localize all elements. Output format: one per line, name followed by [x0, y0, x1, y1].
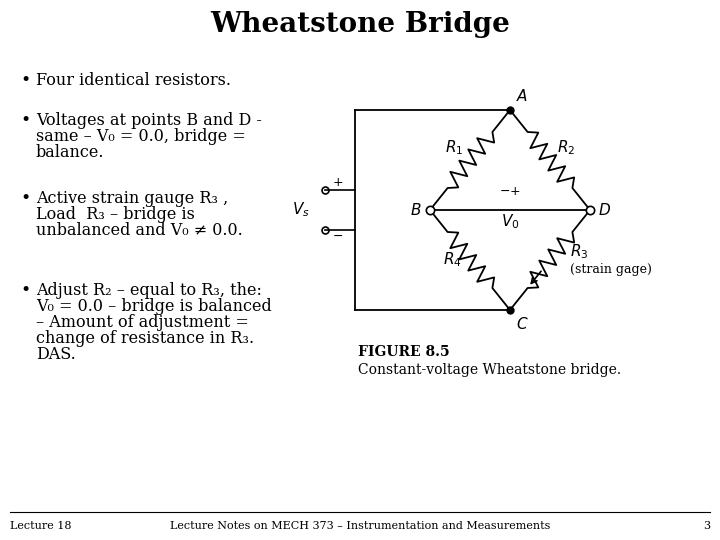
Text: Constant-voltage Wheatstone bridge.: Constant-voltage Wheatstone bridge. — [358, 363, 621, 377]
Text: Adjust R₂ – equal to R₃, the:: Adjust R₂ – equal to R₃, the: — [36, 282, 262, 299]
Text: $R_3$: $R_3$ — [570, 242, 588, 261]
Text: $D$: $D$ — [598, 202, 611, 218]
Text: Lecture Notes on MECH 373 – Instrumentation and Measurements: Lecture Notes on MECH 373 – Instrumentat… — [170, 521, 550, 531]
Text: Load  R₃ – bridge is: Load R₃ – bridge is — [36, 206, 195, 223]
Text: $C$: $C$ — [516, 316, 528, 332]
Text: DAS.: DAS. — [36, 346, 76, 363]
Text: FIGURE 8.5: FIGURE 8.5 — [358, 345, 449, 359]
Text: Four identical resistors.: Four identical resistors. — [36, 72, 231, 89]
Text: 3: 3 — [703, 521, 710, 531]
Text: $R_2$: $R_2$ — [557, 139, 575, 157]
Text: +: + — [510, 185, 521, 198]
Text: – Amount of adjustment =: – Amount of adjustment = — [36, 314, 249, 331]
Text: •: • — [20, 282, 30, 299]
Text: •: • — [20, 112, 30, 129]
Text: Wheatstone Bridge: Wheatstone Bridge — [210, 11, 510, 38]
Text: $V_0$: $V_0$ — [500, 212, 519, 231]
Text: unbalanced and V₀ ≠ 0.0.: unbalanced and V₀ ≠ 0.0. — [36, 222, 243, 239]
Text: (strain gage): (strain gage) — [570, 264, 652, 276]
Text: •: • — [20, 72, 30, 89]
Text: $B$: $B$ — [410, 202, 422, 218]
Text: Voltages at points B and D -: Voltages at points B and D - — [36, 112, 262, 129]
Text: $R_4$: $R_4$ — [443, 251, 462, 269]
Text: V₀ = 0.0 – bridge is balanced: V₀ = 0.0 – bridge is balanced — [36, 298, 271, 315]
Text: +: + — [333, 176, 343, 188]
Text: balance.: balance. — [36, 144, 104, 161]
Text: −: − — [500, 185, 510, 198]
Text: $R_1$: $R_1$ — [445, 139, 463, 157]
Text: •: • — [20, 190, 30, 207]
Text: Lecture 18: Lecture 18 — [10, 521, 71, 531]
Text: $A$: $A$ — [516, 88, 528, 104]
Text: $V_s$: $V_s$ — [292, 201, 310, 219]
Text: Active strain gauge R₃ ,: Active strain gauge R₃ , — [36, 190, 228, 207]
Text: change of resistance in R₃.: change of resistance in R₃. — [36, 330, 254, 347]
Text: same – V₀ = 0.0, bridge =: same – V₀ = 0.0, bridge = — [36, 128, 246, 145]
Text: −: − — [333, 230, 343, 242]
